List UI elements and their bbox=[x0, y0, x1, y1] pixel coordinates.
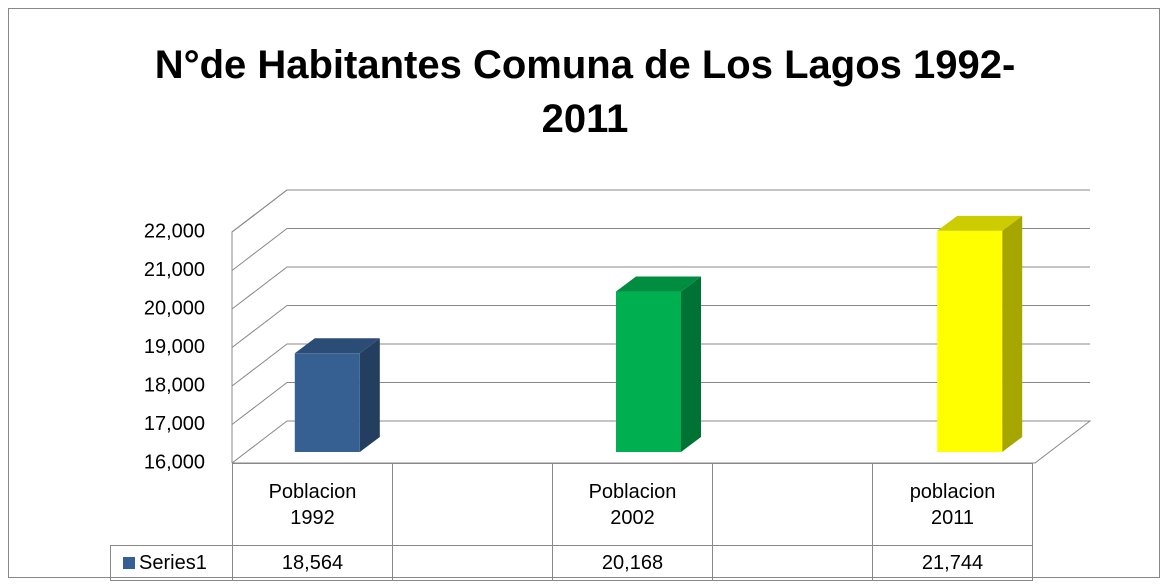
grid-line bbox=[231, 266, 1090, 310]
y-tick-label: 17,000 bbox=[144, 413, 205, 435]
bar-side bbox=[359, 338, 380, 452]
bar bbox=[937, 230, 1003, 452]
bar-side bbox=[681, 276, 701, 452]
bar bbox=[294, 353, 360, 452]
x-tick-label: Poblacion 1992 bbox=[232, 463, 393, 546]
legend-cell: Series1 bbox=[110, 545, 233, 581]
chart-title: N°de Habitantes Comuna de Los Lagos 1992… bbox=[154, 43, 1016, 141]
legend-label: Series1 bbox=[139, 551, 207, 574]
y-tick-label: 18,000 bbox=[144, 374, 205, 396]
data-label: 21,744 bbox=[872, 545, 1033, 581]
y-tick-label: 21,000 bbox=[144, 259, 205, 281]
value-row: Series1 18,564 20,168 21,744 bbox=[110, 545, 1033, 581]
bar-top bbox=[294, 338, 380, 354]
x-tick-label: Poblacion 2002 bbox=[552, 463, 713, 546]
bar-side bbox=[1002, 215, 1023, 452]
data-label: 20,168 bbox=[552, 545, 713, 581]
data-label: 18,564 bbox=[232, 545, 393, 581]
category-row: Poblacion 1992 Poblacion 2002 poblacion 20… bbox=[110, 463, 1033, 546]
legend-swatch bbox=[123, 557, 135, 570]
y-tick-label: 20,000 bbox=[144, 297, 205, 319]
blank-cell bbox=[110, 463, 233, 546]
data-table: Poblacion 1992 Poblacion 2002 poblacion 20… bbox=[110, 463, 1033, 581]
bar-top bbox=[937, 215, 1023, 231]
data-label bbox=[392, 545, 553, 581]
data-label bbox=[712, 545, 873, 581]
bar-top bbox=[616, 276, 701, 292]
grid-line bbox=[231, 228, 1090, 271]
y-tick-label: 22,000 bbox=[144, 220, 205, 242]
grid-line bbox=[231, 382, 1090, 425]
grid-line bbox=[231, 305, 1090, 348]
grid-line bbox=[231, 420, 1090, 464]
x-tick-label bbox=[392, 463, 553, 546]
x-tick-label bbox=[712, 463, 873, 546]
bar bbox=[616, 291, 681, 452]
y-tick-label: 19,000 bbox=[144, 336, 205, 358]
grid-line bbox=[231, 343, 1090, 387]
grid-line bbox=[231, 189, 1090, 233]
x-tick-label: poblacion 2011 bbox=[872, 463, 1033, 546]
